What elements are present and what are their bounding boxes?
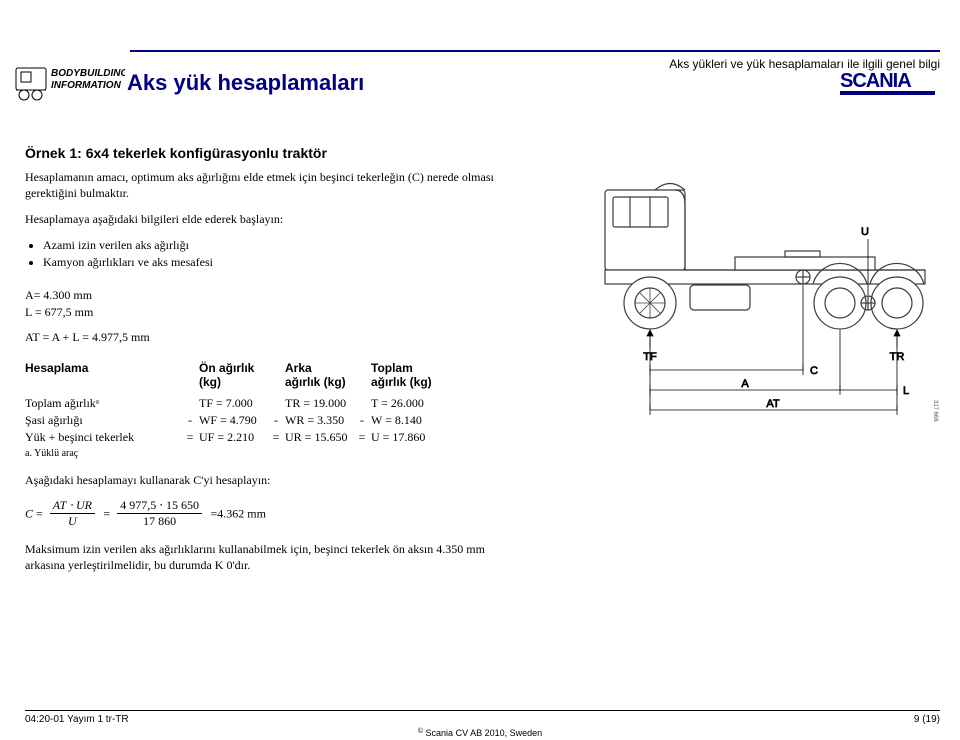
col-header: Toplam ağırlık (kg) (371, 359, 443, 395)
calculation-table: Hesaplama Ön ağırlık (kg) Arka ağırlık (… (25, 359, 443, 446)
label-a: A (741, 378, 749, 390)
table-header-row: Hesaplama Ön ağırlık (kg) Arka ağırlık (… (25, 359, 443, 395)
label-l: L (903, 385, 909, 397)
intro-paragraph: Hesaplamanın amacı, optimum aks ağırlığı… (25, 169, 505, 201)
label-c: C (810, 365, 818, 377)
diagram-ref: 317 666 (932, 400, 938, 422)
page-title: Aks yük hesaplamaları (127, 60, 364, 96)
col-header: Arka ağırlık (kg) (285, 359, 357, 395)
calc-lead: Aşağıdaki hesaplamayı kullanarak C'yi he… (25, 473, 940, 488)
copyright: © Scania CV AB 2010, Sweden (0, 728, 960, 738)
svg-text:BODYBUILDING: BODYBUILDING (51, 68, 125, 79)
table-footnote: a. Yüklü araç (25, 448, 940, 459)
table-row: Toplam ağırlıkᵃ TF = 7.000 TR = 19.000 T… (25, 395, 443, 412)
label-at: AT (766, 398, 780, 410)
content-area: Örnek 1: 6x4 tekerlek konfigürasyonlu tr… (25, 145, 940, 583)
col-header: Hesaplama (25, 359, 185, 395)
truck-diagram: U TF TR C A (595, 175, 940, 430)
formula: C = AT ⋅ UR U = 4 977,5 ⋅ 15 650 17 860 … (25, 498, 940, 529)
page-footer: 04:20-01 Yayım 1 tr-TR 9 (19) (25, 710, 940, 725)
svg-text:SCANIA: SCANIA (840, 70, 911, 92)
label-u: U (861, 226, 869, 238)
conclusion: Maksimum izin verilen aks ağırlıklarını … (25, 541, 505, 573)
page-header: BODYBUILDING INFORMATION Aks yük hesapla… (15, 60, 940, 120)
col-header: Ön ağırlık (kg) (199, 359, 271, 395)
footer-left: 04:20-01 Yayım 1 tr-TR (25, 714, 129, 725)
info-badge: BODYBUILDING INFORMATION (15, 60, 125, 108)
svg-text:INFORMATION: INFORMATION (51, 80, 122, 91)
table-row: Yük + beşinci tekerlek = UF = 2.210 = UR… (25, 429, 443, 446)
table-row: Şasi ağırlığı - WF = 4.790 - WR = 3.350 … (25, 412, 443, 429)
footer-right: 9 (19) (914, 714, 940, 725)
example-title: Örnek 1: 6x4 tekerlek konfigürasyonlu tr… (25, 145, 940, 161)
header-divider (130, 50, 940, 52)
lead-paragraph: Hesaplamaya aşağıdaki bilgileri elde ede… (25, 211, 505, 227)
brand-logo: SCANIA (840, 60, 940, 110)
